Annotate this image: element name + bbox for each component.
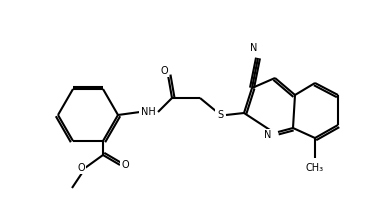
Text: N: N [264,130,272,140]
Text: O: O [77,163,85,173]
Text: NH: NH [140,107,155,117]
Text: N: N [250,43,258,53]
Text: CH₃: CH₃ [306,163,324,173]
Text: O: O [121,160,129,170]
Text: O: O [160,66,168,76]
Text: S: S [217,110,223,120]
